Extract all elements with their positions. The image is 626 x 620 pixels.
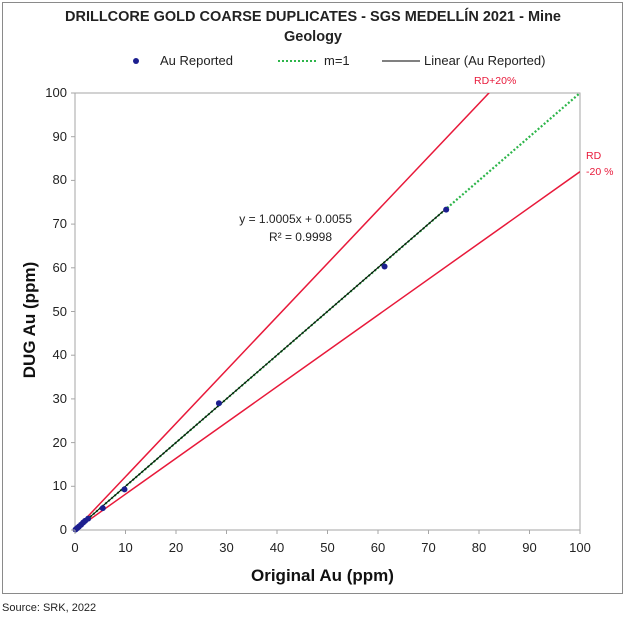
x-axis-title: Original Au (ppm) <box>251 566 394 585</box>
y-tick-label: 90 <box>52 128 67 144</box>
trendline-linear <box>75 208 447 530</box>
y-tick-label: 10 <box>52 478 67 494</box>
x-tick-label: 80 <box>471 540 487 555</box>
y-tick-label: 40 <box>52 347 67 363</box>
legend-label-m1: m=1 <box>324 53 350 68</box>
y-tick-label: 80 <box>52 172 67 188</box>
x-tick-label: 10 <box>118 540 133 555</box>
chart-title-line1: DRILLCORE GOLD COARSE DUPLICATES - SGS M… <box>65 9 561 25</box>
data-point <box>381 263 388 270</box>
x-tick-label: 90 <box>522 540 537 555</box>
y-tick-label: 100 <box>45 85 67 100</box>
reference-line-rd-minus-20 <box>75 171 580 530</box>
chart-frame <box>2 2 623 594</box>
x-tick-label: 30 <box>219 540 234 555</box>
legend-label-linear: Linear (Au Reported) <box>424 53 546 68</box>
chart-title-line2: Geology <box>283 29 342 45</box>
trendline-equation: y = 1.0005x + 0.0055 <box>239 212 352 226</box>
y-tick-label: 0 <box>59 522 67 537</box>
legend-label-au-reported: Au Reported <box>160 53 233 68</box>
x-tick-label: 20 <box>168 540 184 555</box>
x-tick-label: 100 <box>569 540 591 555</box>
data-point <box>215 400 222 407</box>
y-axis-title: DUG Au (ppm) <box>20 261 39 379</box>
x-tick-label: 60 <box>370 540 386 555</box>
y-tick-label: 30 <box>52 390 67 406</box>
data-point <box>443 206 450 213</box>
y-tick-label: 20 <box>52 434 67 450</box>
annotation-rd-minus-line1: RD <box>586 150 602 162</box>
x-tick-label: 50 <box>320 540 335 555</box>
annotation-rd-plus: RD+20% <box>474 75 517 87</box>
y-tick-label: 60 <box>52 259 67 275</box>
source-note: Source: SRK, 2022 <box>2 602 97 614</box>
data-point <box>121 486 128 493</box>
annotation-rd-minus-line2: -20 % <box>586 166 614 178</box>
data-point <box>85 515 92 522</box>
y-tick-label: 70 <box>52 216 67 232</box>
x-tick-label: 70 <box>421 540 436 555</box>
data-point <box>99 505 106 512</box>
x-tick-label: 0 <box>71 540 79 555</box>
legend-marker-au-reported <box>133 58 139 64</box>
trendline-r2: R² = 0.9998 <box>268 230 332 244</box>
reference-line-rd-plus-20 <box>75 93 490 530</box>
x-tick-label: 40 <box>269 540 285 555</box>
y-tick-label: 50 <box>52 303 67 319</box>
